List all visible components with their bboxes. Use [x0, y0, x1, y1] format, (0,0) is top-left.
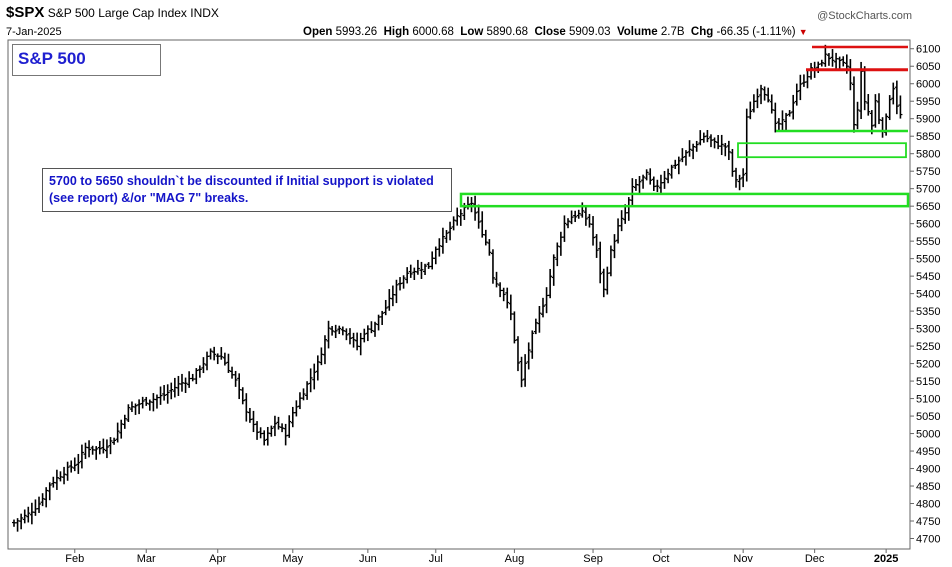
y-tick-label: 5900 — [916, 114, 940, 126]
y-tick-label: 5300 — [916, 324, 940, 336]
close-label: Close — [534, 26, 566, 38]
y-tick-label: 6100 — [916, 44, 940, 56]
y-tick-label: 5250 — [916, 341, 940, 353]
low-value: 5890.68 — [486, 26, 529, 38]
y-tick-label: 5950 — [916, 96, 940, 108]
y-tick-label: 5000 — [916, 429, 940, 441]
y-tick-label: 5550 — [916, 236, 940, 248]
annotation-box: 5700 to 5650 shouldn`t be discounted if … — [42, 168, 452, 212]
ohlc-readout: Open 5993.26 High 6000.68 Low 5890.68 Cl… — [303, 26, 808, 38]
x-tick-label: Jul — [429, 553, 443, 565]
support-zone-5650-5700 — [459, 192, 910, 208]
y-tick-label: 5150 — [916, 376, 940, 388]
x-tick-label: Sep — [583, 553, 603, 565]
chg-label: Chg — [690, 26, 714, 38]
close-value: 5909.03 — [569, 26, 611, 38]
y-tick-label: 4900 — [916, 464, 940, 476]
y-tick-label: 4800 — [916, 499, 940, 511]
chg-value: -66.35 (-1.11%) — [716, 26, 796, 38]
x-tick-label: Mar — [137, 553, 156, 565]
x-tick-label: Jun — [359, 553, 377, 565]
exchange: INDX — [190, 6, 219, 20]
legend-label: S&P 500 — [18, 49, 86, 68]
y-tick-label: 5450 — [916, 271, 940, 283]
x-tick-label: Feb — [65, 553, 84, 565]
y-tick-label: 6050 — [916, 61, 940, 73]
y-tick-label: 6000 — [916, 79, 940, 91]
low-label: Low — [460, 26, 484, 38]
x-tick-label: Oct — [652, 553, 669, 565]
high-value: 6000.68 — [412, 26, 454, 38]
symbol: $SPX — [6, 4, 45, 21]
y-tick-label: 4700 — [916, 534, 940, 546]
y-tick-label: 5100 — [916, 394, 940, 406]
y-tick-label: 5600 — [916, 219, 940, 231]
y-tick-label: 5500 — [916, 254, 940, 266]
annotation-text: 5700 to 5650 shouldn`t be discounted if … — [49, 174, 434, 205]
x-tick-label: Dec — [805, 553, 825, 565]
x-tick-label: Apr — [209, 553, 226, 565]
x-tick-label: Aug — [505, 553, 525, 565]
index-name: S&P 500 Large Cap Index — [47, 6, 187, 20]
brand: @StockCharts.com — [817, 10, 912, 22]
x-tick-label: May — [282, 553, 303, 565]
y-tick-label: 5650 — [916, 201, 940, 213]
y-tick-label: 4850 — [916, 481, 940, 493]
date: 7-Jan-2025 — [6, 26, 62, 38]
open-label: Open — [303, 26, 333, 38]
y-tick-label: 5200 — [916, 359, 940, 371]
y-tick-label: 4750 — [916, 516, 940, 528]
open-value: 5993.26 — [335, 26, 378, 38]
support-zone-5800 — [737, 142, 907, 159]
y-tick-label: 5750 — [916, 166, 940, 178]
down-arrow-icon: ▼ — [798, 27, 808, 37]
y-tick-label: 5700 — [916, 184, 940, 196]
x-tick-label: 2025 — [874, 553, 898, 565]
chart-title: $SPX S&P 500 Large Cap Index INDX — [6, 4, 219, 21]
y-tick-label: 5800 — [916, 149, 940, 161]
high-label: High — [383, 26, 410, 38]
plot-area — [7, 39, 911, 550]
y-tick-label: 5350 — [916, 306, 940, 318]
volume-value: 2.7B — [660, 26, 685, 38]
y-tick-label: 5050 — [916, 411, 940, 423]
legend-box: S&P 500 — [12, 44, 161, 76]
y-tick-label: 4950 — [916, 446, 940, 458]
y-tick-label: 5850 — [916, 131, 940, 143]
volume-label: Volume — [616, 26, 658, 38]
y-tick-label: 5400 — [916, 289, 940, 301]
x-tick-label: Nov — [733, 553, 753, 565]
